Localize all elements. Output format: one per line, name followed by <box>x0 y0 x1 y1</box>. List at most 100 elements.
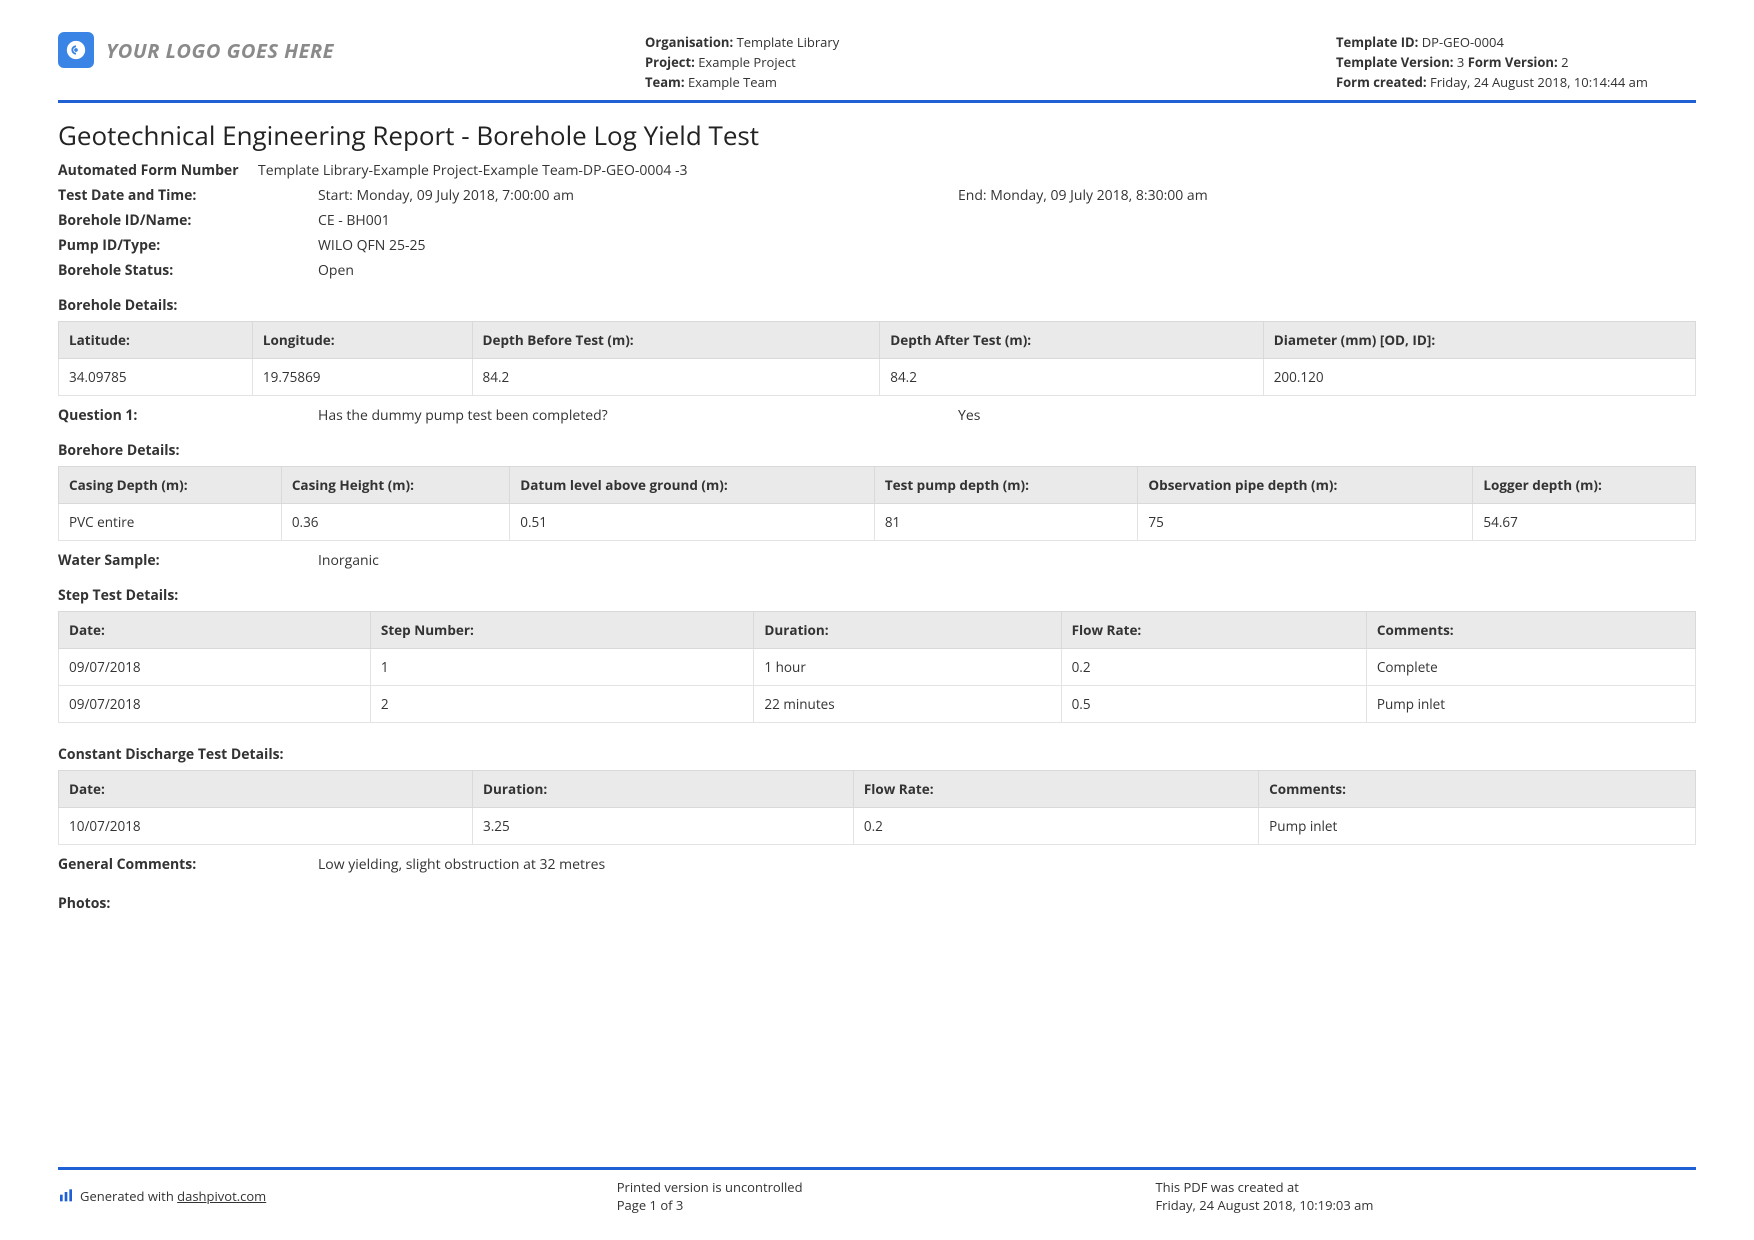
discharge-table: Date: Duration: Flow Rate: Comments: 10/… <box>58 770 1696 845</box>
footer-generated: Generated with dashpivot.com <box>58 1178 599 1214</box>
team-label: Team: <box>645 73 685 91</box>
logo-icon <box>58 32 94 68</box>
bh-cell: PVC entire <box>59 504 282 541</box>
bh-col-1: Casing Height (m): <box>281 467 509 504</box>
st-cell: 1 hour <box>754 649 1061 686</box>
q1-label: Question 1: <box>58 406 318 425</box>
st-cell: 09/07/2018 <box>59 649 371 686</box>
form-created-label: Form created: <box>1336 73 1427 91</box>
pump-value: WILO QFN 25-25 <box>318 236 1696 255</box>
field-general-comments: General Comments: Low yielding, slight o… <box>58 855 1696 874</box>
org-value: Template Library <box>737 33 840 51</box>
header-meta-center: Organisation: Template Library Project: … <box>645 32 1025 92</box>
bd-col-2: Depth Before Test (m): <box>472 322 880 359</box>
st-cell: 0.5 <box>1061 686 1366 723</box>
generated-link[interactable]: dashpivot.com <box>177 1187 266 1205</box>
field-pump: Pump ID/Type: WILO QFN 25-25 <box>58 236 1696 255</box>
step-test-label: Step Test Details: <box>58 586 1696 605</box>
st-cell: Pump inlet <box>1366 686 1695 723</box>
table-row: 34.09785 19.75869 84.2 84.2 200.120 <box>59 359 1696 396</box>
form-version-label: Form Version: <box>1468 53 1558 71</box>
form-number-value: Template Library-Example Project-Example… <box>258 161 1696 180</box>
dt-col-2: Flow Rate: <box>853 771 1258 808</box>
st-cell: 09/07/2018 <box>59 686 371 723</box>
project-value: Example Project <box>698 53 796 71</box>
uncontrolled-text: Printed version is uncontrolled <box>617 1178 1148 1196</box>
general-label: General Comments: <box>58 855 318 874</box>
water-value: Inorganic <box>318 551 1696 570</box>
q1-text: Has the dummy pump test been completed? <box>318 406 958 425</box>
template-version-value: 3 <box>1457 53 1464 71</box>
org-label: Organisation: <box>645 33 733 51</box>
bd-col-4: Diameter (mm) [OD, ID]: <box>1263 322 1695 359</box>
page-number: Page 1 of 3 <box>617 1196 1148 1214</box>
bh-col-2: Datum level above ground (m): <box>510 467 875 504</box>
logo-block: YOUR LOGO GOES HERE <box>58 32 334 68</box>
form-version-value: 2 <box>1561 53 1568 71</box>
borehole-id-label: Borehole ID/Name: <box>58 211 318 230</box>
created-value: Friday, 24 August 2018, 10:19:03 am <box>1155 1196 1696 1214</box>
step-test-table: Date: Step Number: Duration: Flow Rate: … <box>58 611 1696 723</box>
field-borehole-id: Borehole ID/Name: CE - BH001 <box>58 211 1696 230</box>
table-row: 09/07/2018 1 1 hour 0.2 Complete <box>59 649 1696 686</box>
test-date-label: Test Date and Time: <box>58 186 318 205</box>
report-title: Geotechnical Engineering Report - Boreho… <box>58 117 1696 153</box>
header-meta-right: Template ID: DP-GEO-0004 Template Versio… <box>1336 32 1696 92</box>
st-cell: 2 <box>370 686 754 723</box>
field-test-date: Test Date and Time: Start: Monday, 09 Ju… <box>58 186 1696 205</box>
st-cell: 22 minutes <box>754 686 1061 723</box>
footer-center: Printed version is uncontrolled Page 1 o… <box>607 1178 1148 1214</box>
bh-cell: 75 <box>1138 504 1473 541</box>
st-col-2: Duration: <box>754 612 1061 649</box>
bd-col-3: Depth After Test (m): <box>880 322 1263 359</box>
dt-cell: 3.25 <box>473 808 854 845</box>
borehole-details-table: Latitude: Longitude: Depth Before Test (… <box>58 321 1696 396</box>
team-value: Example Team <box>688 73 777 91</box>
generated-prefix: Generated with <box>80 1187 177 1205</box>
field-water-sample: Water Sample: Inorganic <box>58 551 1696 570</box>
bh-col-4: Observation pipe depth (m): <box>1138 467 1473 504</box>
borehore-details-label: Borehore Details: <box>58 441 1696 460</box>
table-row: PVC entire 0.36 0.51 81 75 54.67 <box>59 504 1696 541</box>
form-created-value: Friday, 24 August 2018, 10:14:44 am <box>1430 73 1648 91</box>
st-col-1: Step Number: <box>370 612 754 649</box>
bd-col-1: Longitude: <box>252 322 472 359</box>
template-id-label: Template ID: <box>1336 33 1418 51</box>
field-status: Borehole Status: Open <box>58 261 1696 280</box>
test-date-start: Start: Monday, 09 July 2018, 7:00:00 am <box>318 186 958 205</box>
status-label: Borehole Status: <box>58 261 318 280</box>
bd-cell: 34.09785 <box>59 359 253 396</box>
photos-label: Photos: <box>58 894 1696 913</box>
bh-cell: 0.51 <box>510 504 875 541</box>
general-value: Low yielding, slight obstruction at 32 m… <box>318 855 1696 874</box>
st-col-4: Comments: <box>1366 612 1695 649</box>
dt-cell: 10/07/2018 <box>59 808 473 845</box>
template-version-label: Template Version: <box>1336 53 1453 71</box>
dt-col-3: Comments: <box>1259 771 1696 808</box>
st-col-0: Date: <box>59 612 371 649</box>
status-value: Open <box>318 261 1696 280</box>
bh-col-3: Test pump depth (m): <box>874 467 1138 504</box>
project-label: Project: <box>645 53 695 71</box>
st-cell: 1 <box>370 649 754 686</box>
dt-col-1: Duration: <box>473 771 854 808</box>
bd-cell: 84.2 <box>472 359 880 396</box>
test-date-end: End: Monday, 09 July 2018, 8:30:00 am <box>958 186 1208 205</box>
borehole-details-label: Borehole Details: <box>58 296 1696 315</box>
bh-cell: 54.67 <box>1473 504 1696 541</box>
field-form-number: Automated Form Number Template Library-E… <box>58 161 1696 180</box>
pump-label: Pump ID/Type: <box>58 236 318 255</box>
dt-cell: 0.2 <box>853 808 1258 845</box>
bh-cell: 81 <box>874 504 1138 541</box>
st-cell: Complete <box>1366 649 1695 686</box>
bars-icon <box>58 1188 74 1204</box>
bd-cell: 84.2 <box>880 359 1263 396</box>
q1-answer: Yes <box>958 406 980 425</box>
dt-cell: Pump inlet <box>1259 808 1696 845</box>
bd-cell: 19.75869 <box>252 359 472 396</box>
created-label: This PDF was created at <box>1155 1178 1696 1196</box>
field-question-1: Question 1: Has the dummy pump test been… <box>58 406 1696 425</box>
footer-right: This PDF was created at Friday, 24 Augus… <box>1155 1178 1696 1214</box>
table-row: 09/07/2018 2 22 minutes 0.5 Pump inlet <box>59 686 1696 723</box>
bd-col-0: Latitude: <box>59 322 253 359</box>
